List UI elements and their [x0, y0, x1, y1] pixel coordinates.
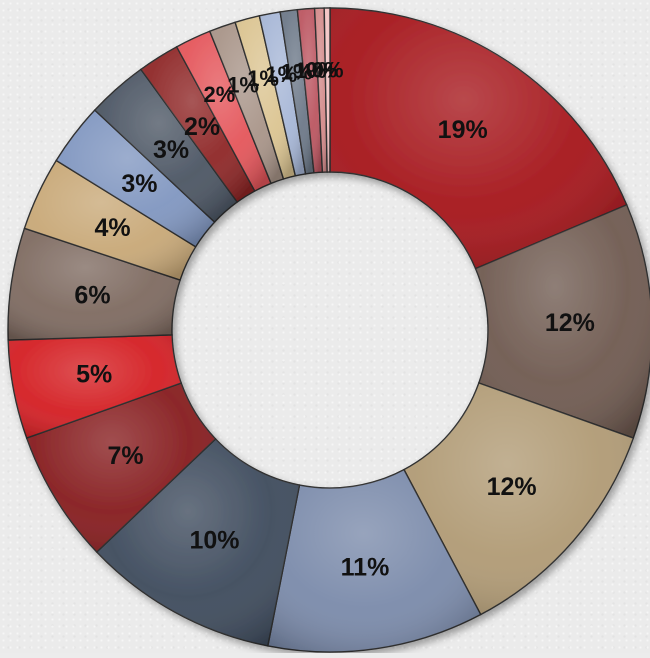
donut-slice-sheen — [176, 31, 272, 192]
slices-layer — [7, 7, 650, 653]
slice-label: 4% — [95, 214, 131, 242]
donut-slice-sheen — [324, 8, 330, 173]
donut-slice-sheen — [280, 9, 314, 174]
slice-label: 7% — [108, 442, 144, 470]
donut-slice — [25, 382, 217, 553]
donut-slice-sheen — [267, 469, 481, 652]
slice-label: 12% — [487, 473, 537, 501]
donut-slice-sheen — [259, 11, 306, 176]
slice-label: 1% — [265, 62, 297, 87]
donut-slice — [7, 227, 181, 341]
donut-slice-sheen — [56, 110, 215, 247]
slice-label: 6% — [74, 281, 110, 309]
donut-slice-sheen — [314, 8, 328, 173]
donut-slice — [323, 7, 331, 173]
slice-label: 12% — [545, 309, 595, 337]
slice-label: 1% — [281, 60, 313, 85]
slice-label: 3% — [153, 136, 189, 164]
slice-label: 0% — [306, 58, 338, 83]
slice-label: 11% — [341, 553, 390, 581]
slice-label: 19% — [438, 116, 488, 144]
slice-label: 2% — [204, 82, 236, 107]
donut-slice — [95, 437, 301, 647]
donut-slice-sheen — [330, 8, 627, 269]
slice-label: 2% — [184, 113, 220, 141]
slice-label: 5% — [76, 361, 112, 389]
donut-slice-sheen — [235, 15, 296, 180]
slice-label: 1% — [227, 72, 259, 97]
donut-slice-sheen — [96, 438, 300, 646]
labels-layer: 19%12%12%11%10%7%5%6%4%3%3%2%2%1%1%1%1%1… — [74, 58, 594, 582]
donut-slice — [403, 382, 635, 616]
slice-label: 10% — [189, 526, 239, 554]
slice-label: 3% — [121, 170, 157, 198]
donut-slice-sheen — [403, 383, 634, 615]
slice-label: 1% — [247, 66, 279, 91]
donut-slice-sheen — [140, 46, 255, 203]
slice-label: 1% — [295, 58, 327, 83]
donut-slice — [329, 7, 628, 270]
donut-slice-sheen — [94, 69, 238, 223]
donut-slice-sheen — [8, 228, 181, 341]
slice-label: 0% — [312, 58, 344, 83]
donut-slice-sheen — [26, 383, 216, 553]
donut-slice-sheen — [24, 160, 196, 281]
donut-slice — [313, 7, 328, 173]
donut-slice — [267, 468, 482, 653]
donut-slice-sheen — [475, 204, 650, 439]
donut-slice-sheen — [8, 334, 182, 439]
donut-slice-sheen — [209, 22, 284, 184]
